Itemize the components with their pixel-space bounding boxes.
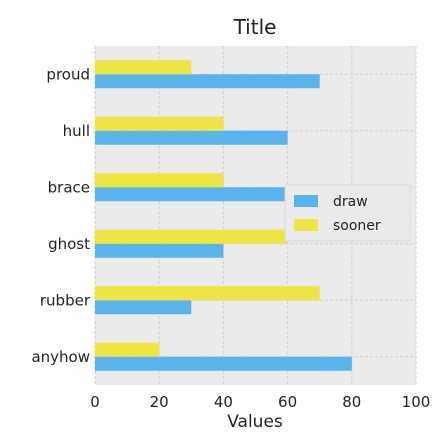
y-tick-label: ghost [48, 235, 90, 253]
bar-sooner-hull [95, 116, 224, 131]
y-tick-label: hull [63, 122, 90, 140]
x-tick-label: 60 [278, 393, 297, 411]
y-tick-labels: anyhow rubber ghost brace hull proud [31, 65, 90, 366]
y-tick-label: proud [46, 65, 90, 83]
bar-sooner-anyhow [95, 342, 160, 357]
x-tick-label: 20 [150, 393, 169, 411]
legend-label-sooner: sooner [333, 218, 381, 234]
bar-draw-anyhow [95, 356, 352, 371]
bar-draw-proud [95, 74, 320, 89]
bars [95, 60, 352, 371]
bar-sooner-ghost [95, 229, 288, 244]
legend: draw sooner [284, 184, 411, 242]
bar-sooner-proud [95, 60, 192, 75]
legend-swatch-draw [294, 195, 318, 207]
x-tick-label: 100 [402, 393, 431, 411]
legend-swatch-sooner [294, 219, 318, 231]
y-tick-label: rubber [40, 291, 91, 309]
bar-sooner-brace [95, 173, 224, 188]
legend-box [284, 184, 411, 242]
x-tick-label: 40 [214, 393, 233, 411]
x-tick-labels: 0 20 40 60 80 100 [90, 393, 430, 411]
bar-draw-brace [95, 187, 288, 202]
y-tick-label: brace [48, 178, 90, 196]
bar-draw-hull [95, 130, 288, 145]
x-tick-label: 0 [90, 393, 100, 411]
legend-label-draw: draw [333, 194, 368, 210]
x-tick-label: 80 [342, 393, 361, 411]
bar-sooner-rubber [95, 286, 320, 301]
bar-draw-rubber [95, 300, 192, 315]
y-tick-label: anyhow [31, 348, 90, 366]
x-axis-label: Values [227, 412, 283, 432]
chart-title: Title [233, 15, 277, 39]
bar-draw-ghost [95, 243, 224, 258]
